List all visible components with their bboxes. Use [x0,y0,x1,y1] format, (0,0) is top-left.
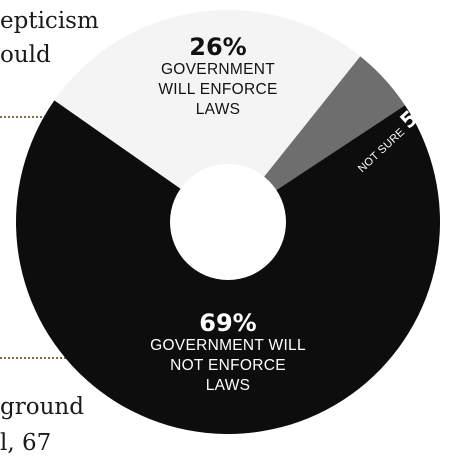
slice-desc-26-line: WILL ENFORCE [158,81,278,99]
article-text-line: ould [0,42,51,68]
slice-5 [228,56,405,223]
slice-desc-26-line: GOVERNMENT [160,61,276,79]
slice-pct-26: 26% [189,33,247,61]
slice-pct-69: 69% [199,309,257,337]
donut-chart [15,9,440,435]
slice-desc-69-line: GOVERNMENT WILL [150,337,306,355]
slice-desc-69-line: NOT ENFORCE [170,357,286,375]
slice-label-26: 26% GOVERNMENT WILL ENFORCE LAWS [138,34,298,120]
slice-desc-26-line: LAWS [195,101,241,119]
slice-desc-69-line: LAWS [205,377,251,395]
article-text-line: epticism [0,8,99,34]
dotted-divider [0,357,110,359]
slice-label-69: 69% GOVERNMENT WILL NOT ENFORCE LAWS [118,310,338,396]
donut-hole [170,164,286,280]
slice-26 [54,9,361,222]
article-text-line: ground [0,394,84,420]
